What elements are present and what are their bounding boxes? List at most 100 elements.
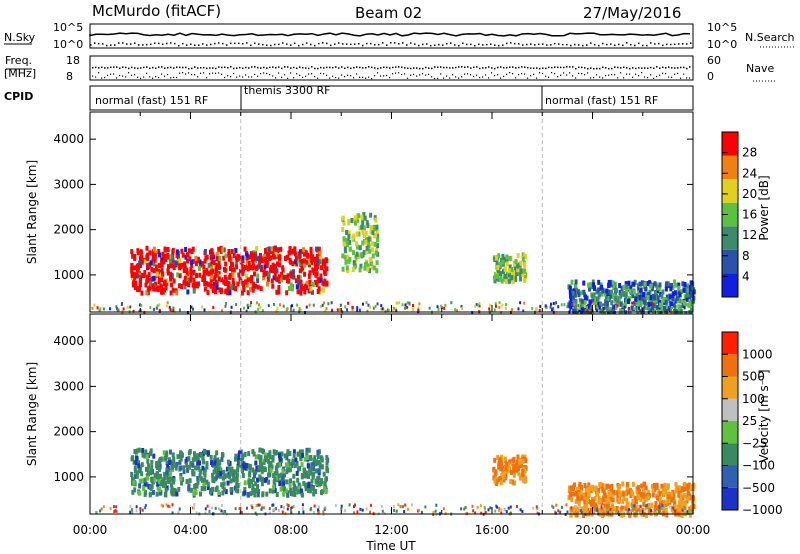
echo-cell xyxy=(203,477,207,483)
nsearch-dot xyxy=(106,44,108,47)
ground-scatter-cell xyxy=(495,505,498,509)
ground-scatter-cell xyxy=(160,503,163,507)
freq-dot xyxy=(608,67,610,70)
nsearch-dot xyxy=(622,44,624,47)
echo-cell xyxy=(161,251,165,257)
echo-cell xyxy=(567,488,571,494)
echo-cell xyxy=(184,281,188,287)
ground-scatter-cell xyxy=(480,511,483,515)
echo-cell xyxy=(218,255,222,261)
freq-dot xyxy=(629,67,631,70)
freq-dot xyxy=(272,66,274,68)
echo-cell xyxy=(319,273,323,279)
echo-cell xyxy=(142,486,146,492)
freq-dot xyxy=(644,67,646,69)
echo-cell xyxy=(180,248,184,254)
ground-scatter-cell xyxy=(171,511,174,515)
echo-cell xyxy=(343,248,347,254)
freq-dot xyxy=(167,67,169,69)
ground-scatter-cell xyxy=(488,307,491,311)
echo-cell xyxy=(243,487,247,493)
nave-dot xyxy=(308,73,310,75)
freq-dot xyxy=(677,67,679,69)
colorbar-swatch xyxy=(722,155,738,180)
freq-dot xyxy=(506,66,508,69)
echo-cell xyxy=(133,275,137,281)
echo-cell xyxy=(159,283,163,289)
echo-cell xyxy=(155,471,159,477)
echo-cell xyxy=(147,471,151,477)
ground-scatter-cell xyxy=(162,504,165,508)
echo-cell xyxy=(681,302,685,308)
nave-dot xyxy=(344,76,346,78)
nsearch-dot xyxy=(378,43,380,46)
echo-cell xyxy=(202,264,206,270)
echo-cell xyxy=(606,494,610,500)
nave-dot xyxy=(248,76,250,78)
ground-scatter-cell xyxy=(622,509,625,513)
freq-dot xyxy=(428,67,430,69)
echo-cell xyxy=(171,257,175,263)
echo-cell xyxy=(232,252,236,258)
echo-cell xyxy=(519,271,523,277)
echo-cell xyxy=(192,269,196,275)
ground-scatter-cell xyxy=(317,511,320,515)
freq-dot xyxy=(344,67,346,70)
ground-scatter-cell xyxy=(417,308,420,312)
echo-cell xyxy=(182,465,186,471)
echo-cell xyxy=(202,277,206,283)
echo-cell xyxy=(300,488,304,494)
echo-cell xyxy=(324,257,328,263)
ground-scatter-cell xyxy=(367,303,370,307)
echo-cell xyxy=(260,257,264,263)
echo-cell xyxy=(315,271,319,277)
echo-cell xyxy=(298,249,302,255)
freq-dot xyxy=(302,66,304,69)
nave-dot xyxy=(191,73,193,76)
echo-cell xyxy=(294,457,298,463)
echo-cell xyxy=(677,506,681,512)
echo-cell xyxy=(516,263,520,269)
echo-cell xyxy=(309,286,313,292)
nave-dot xyxy=(689,77,691,79)
echo-cell xyxy=(274,475,278,481)
echo-cell xyxy=(678,500,682,506)
nsearch-dot xyxy=(494,44,496,46)
nsearch-dot xyxy=(526,43,528,46)
echo-cell xyxy=(214,267,218,273)
ground-scatter-cell xyxy=(596,506,599,510)
echo-cell xyxy=(643,284,647,290)
echo-cell xyxy=(241,280,245,286)
echo-cell xyxy=(130,268,134,274)
echo-cell xyxy=(503,456,507,462)
echo-cell xyxy=(284,274,288,280)
echo-cell xyxy=(583,299,587,305)
echo-cell xyxy=(134,449,138,455)
ground-scatter-cell xyxy=(643,305,646,309)
echo-cell xyxy=(688,284,692,290)
echo-cell xyxy=(374,233,378,239)
ground-scatter-cell xyxy=(404,306,407,310)
echo-cell xyxy=(523,268,527,274)
echo-cell xyxy=(644,492,648,498)
freq-dot xyxy=(422,67,424,70)
ground-scatter-cell xyxy=(438,511,441,515)
freq-dot xyxy=(662,66,664,69)
echo-cell xyxy=(686,491,690,497)
echo-cell xyxy=(151,489,155,495)
echo-cell xyxy=(269,462,273,468)
echo-cell xyxy=(222,481,226,487)
ground-scatter-cell xyxy=(555,503,558,507)
echo-cell xyxy=(610,310,614,316)
echo-cell xyxy=(325,455,329,461)
echo-cell xyxy=(624,505,628,511)
echo-cell xyxy=(196,453,200,459)
echo-cell xyxy=(280,451,284,457)
echo-cell xyxy=(131,476,135,482)
echo-cell xyxy=(582,289,586,295)
ground-scatter-cell xyxy=(570,506,573,510)
echo-cell xyxy=(136,250,140,256)
ground-scatter-cell xyxy=(669,505,672,509)
ground-scatter-cell xyxy=(376,302,379,306)
echo-cell xyxy=(255,256,259,262)
